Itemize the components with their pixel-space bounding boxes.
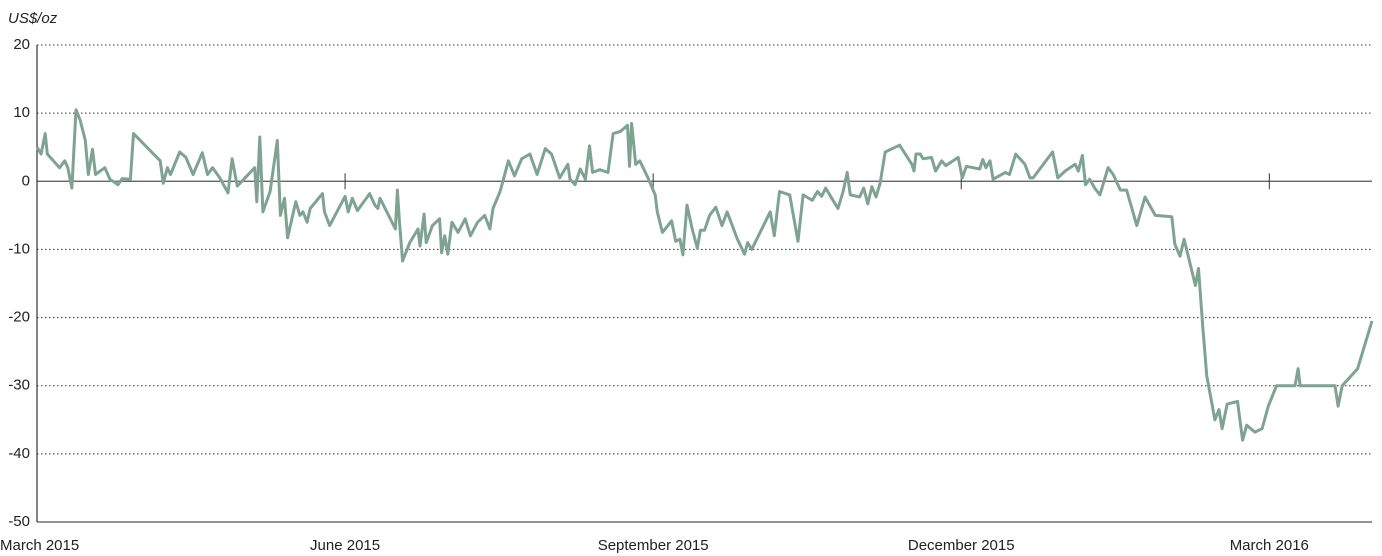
y-tick-label: -30 <box>8 377 30 394</box>
y-tick-label: -10 <box>8 240 30 257</box>
y-tick-label: -40 <box>8 445 30 462</box>
y-tick-label: -20 <box>8 309 30 326</box>
x-tick-label: June 2015 <box>310 537 380 554</box>
x-tick-label: March 2016 <box>1230 537 1309 554</box>
y-tick-label: 0 <box>22 172 30 189</box>
y-tick-label: 10 <box>13 104 30 121</box>
y-tick-label: -50 <box>8 513 30 530</box>
y-axis-label: US$/oz <box>8 10 58 27</box>
data-line <box>35 108 1374 442</box>
x-tick-label: March 2015 <box>0 537 79 554</box>
y-tick-label: 20 <box>13 36 30 53</box>
x-tick-label: December 2015 <box>908 537 1015 554</box>
x-tick-label: September 2015 <box>598 537 709 554</box>
